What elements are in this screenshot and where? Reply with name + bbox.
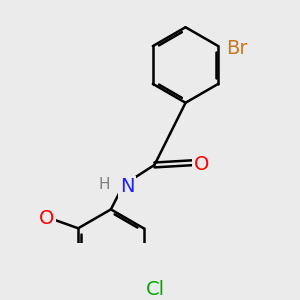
Text: Br: Br: [226, 39, 248, 58]
Text: O: O: [38, 209, 54, 228]
Text: O: O: [194, 155, 210, 174]
Text: Cl: Cl: [146, 280, 165, 299]
Text: N: N: [120, 178, 134, 196]
Text: H: H: [99, 177, 110, 192]
